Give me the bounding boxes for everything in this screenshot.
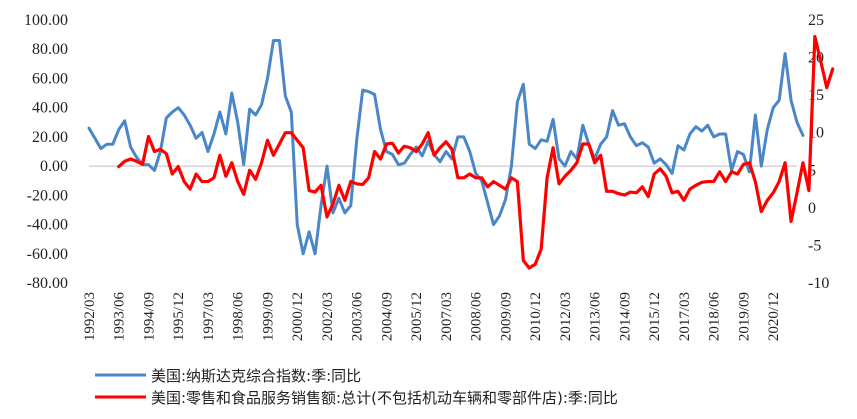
x-tick-label: 2009/09 <box>498 292 514 341</box>
x-tick-label: 2014/09 <box>617 292 633 341</box>
y-left-tick-label: -80.00 <box>27 275 68 292</box>
x-tick-label: 2003/06 <box>350 292 366 342</box>
x-tick-label: 2008/06 <box>469 292 485 342</box>
x-tick-label: 1995/12 <box>171 292 187 341</box>
y-left-tick-label: 20.00 <box>32 129 68 146</box>
x-tick-label: 1999/09 <box>260 292 276 341</box>
y-left-tick-label: 100.00 <box>24 12 68 29</box>
y-axis-left: 100.00 80.00 60.00 40.00 20.00 0.00 -20.00 -40.… <box>24 12 68 292</box>
plot-area <box>87 34 835 270</box>
x-tick-label: 2002/03 <box>320 292 336 341</box>
x-tick-label: 2005/12 <box>409 292 425 341</box>
x-tick-label: 2020/12 <box>766 292 782 341</box>
y-right-tick-label: 15 <box>808 87 824 104</box>
y-right-tick-label: 0 <box>808 200 816 217</box>
y-right-tick-label: -10 <box>808 275 829 292</box>
legend-label-nasdaq: 美国:纳斯达克综合指数:季:同比 <box>151 367 361 385</box>
x-tick-label: 1998/06 <box>231 292 247 342</box>
x-tick-label: 2015/12 <box>647 292 663 341</box>
legend: 美国:纳斯达克综合指数:季:同比 美国:零售和食品服务销售额:总计(不包括机动车… <box>95 367 618 407</box>
x-tick-label: 1993/06 <box>112 292 128 342</box>
y-left-tick-label: 60.00 <box>32 70 68 87</box>
y-left-tick-label: 40.00 <box>32 100 68 117</box>
x-axis: 1992/03 1993/06 1994/09 1995/12 1997/03 1998/… <box>82 292 782 342</box>
legend-label-retail: 美国:零售和食品服务销售额:总计(不包括机动车辆和零部件店):季:同比 <box>151 389 618 407</box>
x-tick-label: 1997/03 <box>201 292 217 341</box>
x-tick-label: 2019/09 <box>736 292 752 341</box>
x-tick-label: 2010/12 <box>528 292 544 341</box>
y-right-tick-label: 25 <box>808 12 824 29</box>
x-tick-label: 1994/09 <box>141 292 157 341</box>
y-left-tick-label: -20.00 <box>27 187 68 204</box>
x-tick-label: 2017/03 <box>677 292 693 341</box>
x-tick-label: 2018/06 <box>707 292 723 342</box>
y-left-tick-label: -40.00 <box>27 217 68 234</box>
series-line-retail <box>117 34 835 270</box>
x-tick-label: 2004/09 <box>379 292 395 341</box>
y-left-tick-label: 80.00 <box>32 41 68 58</box>
series-line-nasdaq <box>87 38 805 256</box>
y-right-tick-label: -5 <box>808 237 821 254</box>
x-tick-label: 1992/03 <box>82 292 98 341</box>
x-tick-label: 2013/06 <box>588 292 604 342</box>
x-tick-label: 2012/03 <box>558 292 574 341</box>
y-left-tick-label: -60.00 <box>27 246 68 263</box>
x-tick-label: 2000/12 <box>290 292 306 341</box>
x-tick-label: 2007/03 <box>439 292 455 341</box>
y-right-tick-label: 5 <box>808 162 816 179</box>
y-left-tick-label: 0.00 <box>40 158 68 175</box>
